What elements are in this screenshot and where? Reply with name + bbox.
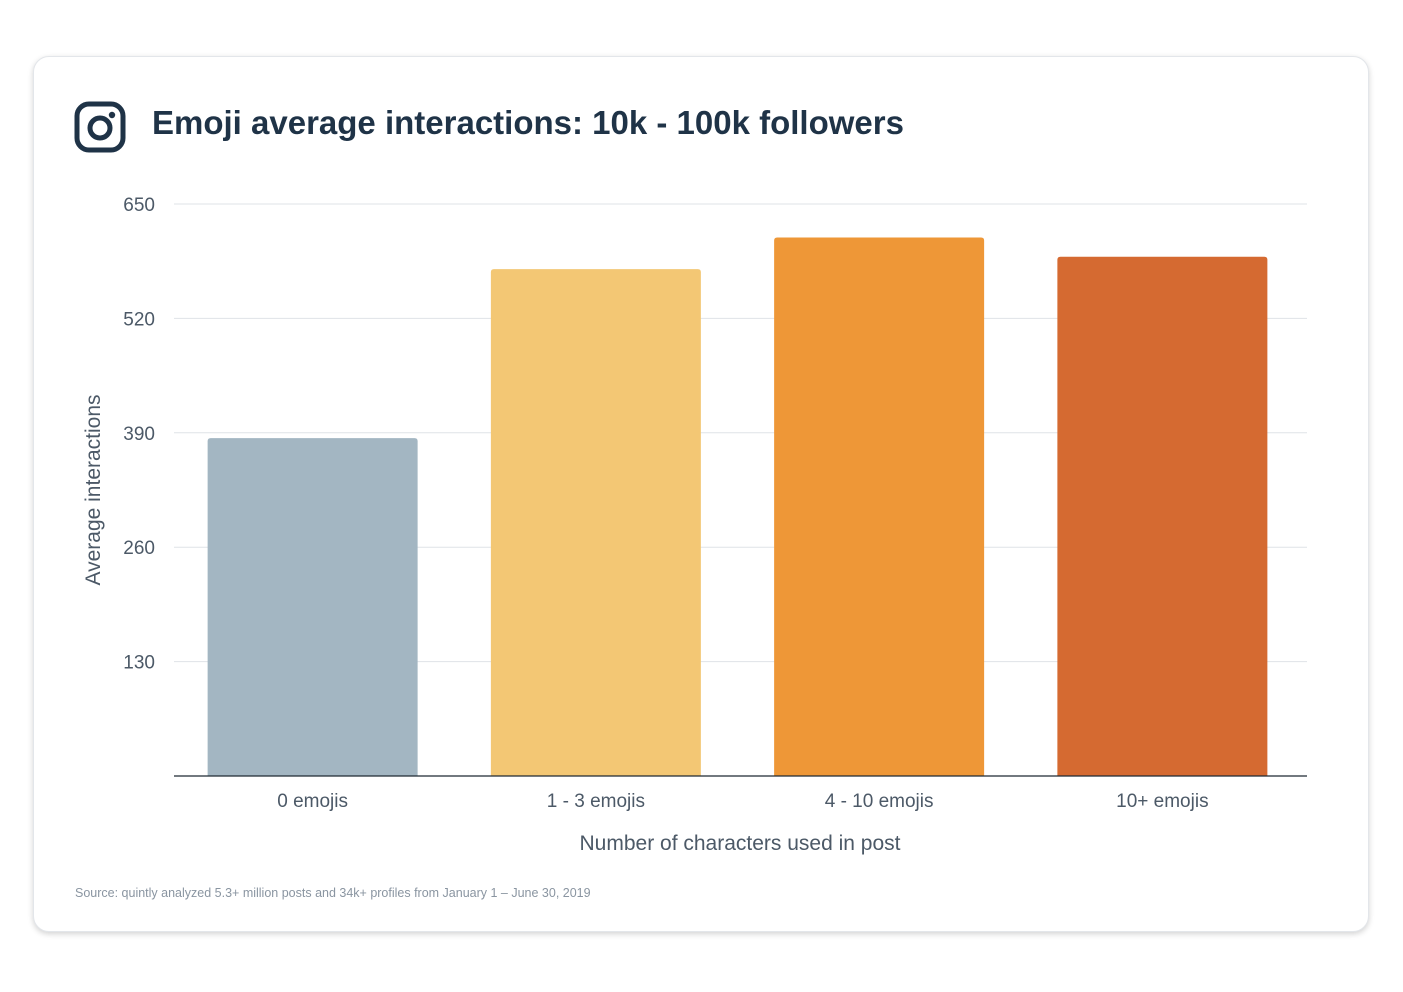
chart-title: Emoji average interactions: 10k - 100k f… — [152, 104, 904, 141]
instagram-icon — [74, 101, 126, 153]
chart-card — [33, 56, 1369, 932]
source-note: Source: quintly analyzed 5.3+ million po… — [75, 886, 591, 900]
